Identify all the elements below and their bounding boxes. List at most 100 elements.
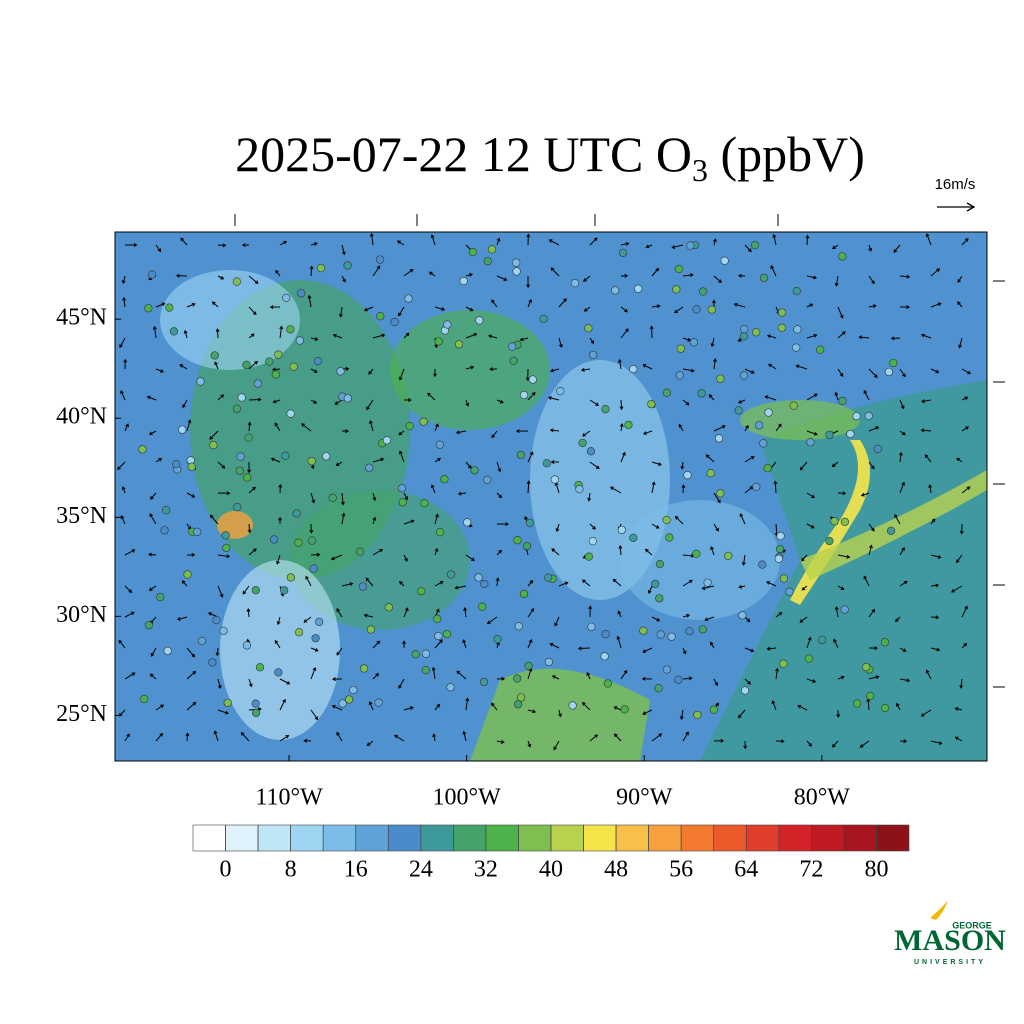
wind-vector <box>175 273 188 278</box>
wind-vector <box>117 461 126 470</box>
station-marker <box>601 405 610 414</box>
wind-vector <box>775 423 782 432</box>
wind-vector <box>806 492 816 499</box>
station-marker <box>434 337 443 346</box>
wind-vector <box>434 423 439 432</box>
wind-vector <box>799 616 808 623</box>
wind-vector <box>434 639 443 649</box>
wind-vector <box>403 607 409 618</box>
station-marker <box>764 408 773 417</box>
x-tick-label: 80°W <box>794 785 851 811</box>
station-marker <box>806 438 815 447</box>
wind-vector <box>767 334 777 339</box>
wind-vector <box>651 733 663 742</box>
station-marker <box>292 509 301 518</box>
station-marker <box>618 248 628 257</box>
colorbar-tick-label: 64 <box>734 857 758 883</box>
wind-vector <box>455 430 467 435</box>
wind-vector <box>620 451 626 463</box>
wind-vector <box>279 735 290 742</box>
wind-vector <box>335 461 343 466</box>
wind-vector <box>332 333 343 339</box>
station-marker <box>852 412 861 421</box>
wind-vector <box>211 301 219 308</box>
station-marker <box>237 393 246 402</box>
wind-vector <box>403 554 408 562</box>
wind-vector <box>368 701 374 711</box>
wind-vector <box>555 523 560 533</box>
wind-vector <box>868 608 876 618</box>
wind-vector <box>837 491 847 496</box>
wind-vector <box>550 368 560 373</box>
wind-vector <box>609 486 622 494</box>
station-marker <box>147 270 157 279</box>
wind-vector <box>582 430 591 437</box>
wind-vector <box>301 423 312 432</box>
wind-vector <box>834 391 839 401</box>
station-marker <box>866 691 875 700</box>
wind-vector <box>430 484 436 494</box>
wind-vector <box>771 700 777 711</box>
colorbar-tick-label: 16 <box>344 857 368 883</box>
wind-vector <box>363 613 374 618</box>
wind-vector <box>519 337 529 342</box>
wind-vector <box>954 736 963 742</box>
station-marker <box>792 343 801 352</box>
wind-vector <box>744 456 755 463</box>
wind-vector <box>434 306 446 311</box>
station-marker <box>516 450 526 460</box>
wind-vector <box>398 450 405 463</box>
wind-vector <box>744 244 752 253</box>
wind-vector <box>155 302 166 308</box>
colorbar-box <box>420 824 454 852</box>
wind-vector <box>247 523 252 534</box>
station-marker <box>398 498 407 507</box>
wind-vector <box>279 325 284 339</box>
wind-vector <box>186 552 196 557</box>
station-marker <box>336 367 345 376</box>
wind-vector <box>217 678 222 690</box>
station-marker <box>603 679 612 688</box>
colorbar-box <box>387 824 422 852</box>
wind-vector <box>961 368 972 375</box>
wind-vector <box>179 364 188 370</box>
colorbar-box <box>257 824 291 852</box>
station-marker <box>193 527 202 536</box>
station-marker <box>219 626 228 635</box>
wind-vector <box>185 732 190 742</box>
wind-vector <box>959 523 964 535</box>
station-marker <box>376 255 385 264</box>
station-marker <box>446 570 456 579</box>
wind-vector <box>583 306 591 312</box>
wind-vector <box>680 461 685 470</box>
station-marker <box>356 547 365 556</box>
station-marker <box>508 342 517 351</box>
wind-vector <box>682 273 694 278</box>
wind-vector <box>806 430 818 436</box>
wind-vector <box>589 237 598 246</box>
wind-vector <box>527 607 535 618</box>
station-marker <box>793 325 802 334</box>
wind-vector <box>766 646 777 651</box>
station-marker <box>550 475 559 484</box>
station-marker <box>589 350 598 360</box>
station-marker <box>162 506 171 515</box>
wind-vector <box>837 554 851 559</box>
wind-vector <box>366 399 374 411</box>
station-marker <box>674 264 684 274</box>
wind-vector <box>372 516 377 525</box>
wind-vector <box>186 670 197 680</box>
station-marker <box>513 700 523 709</box>
colorbar-box <box>518 824 552 852</box>
wind-vector <box>527 709 537 714</box>
wind-vector <box>148 585 157 591</box>
wind-vector <box>403 268 414 277</box>
map <box>115 232 987 761</box>
station-marker <box>271 370 280 379</box>
colorbar-box <box>485 824 519 852</box>
station-marker <box>570 278 580 288</box>
station-marker <box>864 411 873 420</box>
wind-vector <box>651 267 660 277</box>
wind-vector <box>309 265 314 277</box>
